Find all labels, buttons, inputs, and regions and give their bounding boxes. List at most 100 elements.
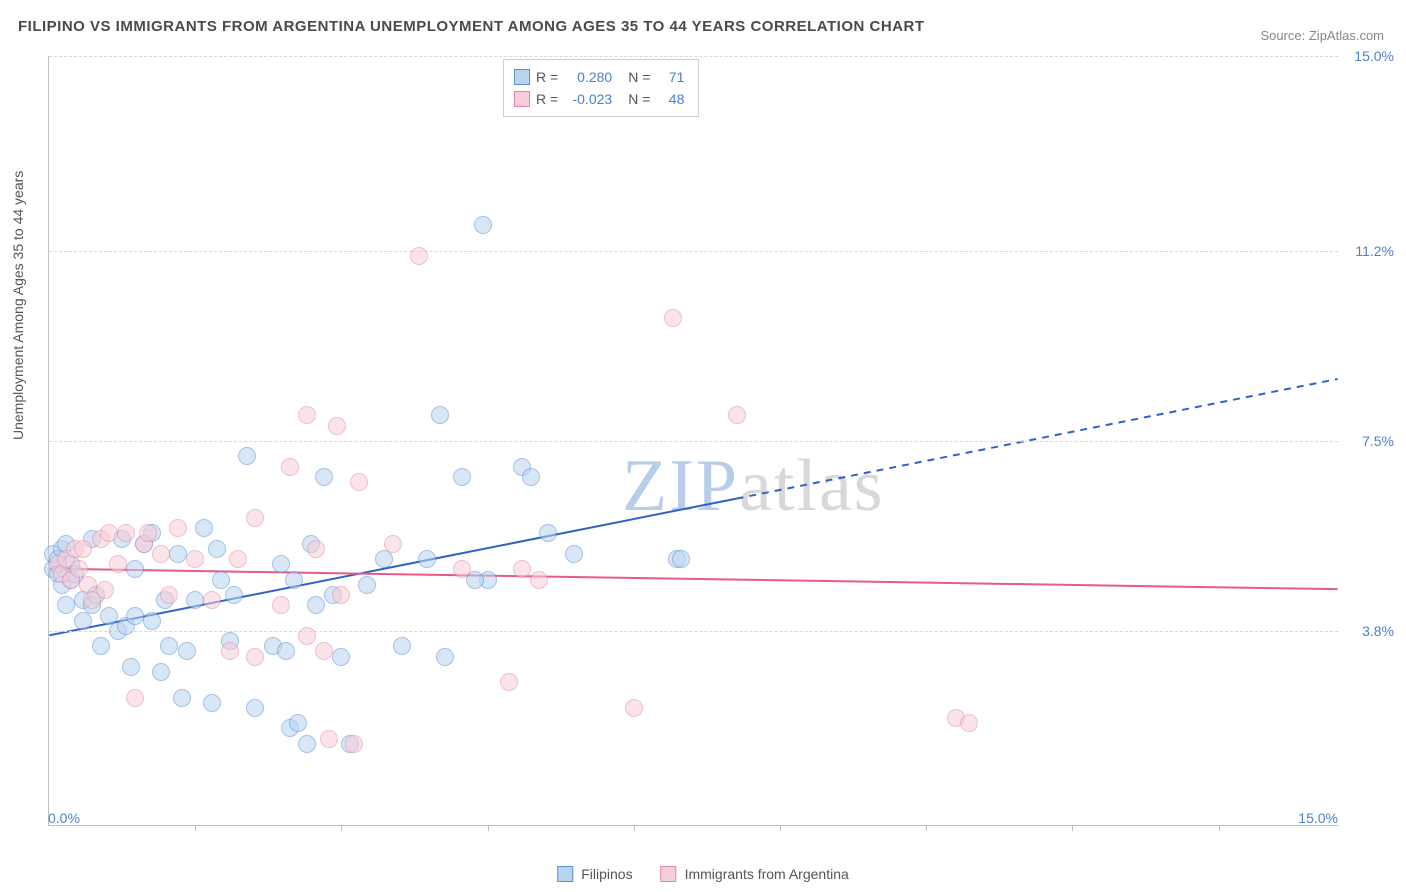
scatter-point xyxy=(178,642,196,660)
stats-r-value: -0.023 xyxy=(564,88,612,110)
scatter-point xyxy=(431,406,449,424)
scatter-point xyxy=(960,714,978,732)
scatter-point xyxy=(74,612,92,630)
scatter-point xyxy=(393,637,411,655)
source-attribution: Source: ZipAtlas.com xyxy=(1260,28,1384,43)
stats-n-label: N = xyxy=(628,66,650,88)
scatter-point xyxy=(117,524,135,542)
scatter-point xyxy=(436,648,454,666)
x-tick xyxy=(1219,825,1220,831)
x-axis-min-label: 0.0% xyxy=(48,810,80,826)
x-tick xyxy=(195,825,196,831)
x-axis-max-label: 15.0% xyxy=(1298,810,1338,826)
stats-swatch xyxy=(514,91,530,107)
scatter-point xyxy=(272,555,290,573)
scatter-point xyxy=(126,560,144,578)
scatter-point xyxy=(384,535,402,553)
scatter-point xyxy=(100,524,118,542)
x-tick xyxy=(1072,825,1073,831)
scatter-point xyxy=(160,637,178,655)
scatter-point xyxy=(285,571,303,589)
x-tick xyxy=(634,825,635,831)
scatter-point xyxy=(186,591,204,609)
stats-n-value: 48 xyxy=(656,88,684,110)
scatter-point xyxy=(410,247,428,265)
scatter-point xyxy=(358,576,376,594)
gridline xyxy=(49,631,1338,632)
scatter-point xyxy=(238,447,256,465)
scatter-point xyxy=(152,545,170,563)
y-tick-label: 11.2% xyxy=(1355,243,1394,259)
gridline xyxy=(49,251,1338,252)
trend-line xyxy=(49,569,1337,590)
y-tick-label: 3.8% xyxy=(1362,623,1394,639)
scatter-point xyxy=(513,560,531,578)
gridline xyxy=(49,441,1338,442)
gridline xyxy=(49,56,1338,57)
scatter-point xyxy=(126,689,144,707)
chart-plot-area: ZIPatlas R =0.280N =71R =-0.023N =48 3.8… xyxy=(48,56,1338,826)
scatter-point xyxy=(229,550,247,568)
scatter-point xyxy=(345,735,363,753)
stats-row: R =0.280N =71 xyxy=(514,66,684,88)
scatter-point xyxy=(672,550,690,568)
legend-swatch xyxy=(661,866,677,882)
scatter-point xyxy=(500,673,518,691)
correlation-stats-box: R = 0.280 N = 71R = -0.023 N = 48 xyxy=(503,59,699,117)
scatter-point xyxy=(289,714,307,732)
scatter-point xyxy=(169,519,187,537)
scatter-point xyxy=(522,468,540,486)
scatter-point xyxy=(225,586,243,604)
scatter-point xyxy=(320,730,338,748)
scatter-point xyxy=(92,637,110,655)
scatter-point xyxy=(186,550,204,568)
scatter-point xyxy=(298,406,316,424)
scatter-point xyxy=(625,699,643,717)
scatter-point xyxy=(246,509,264,527)
scatter-point xyxy=(418,550,436,568)
scatter-point xyxy=(152,663,170,681)
legend: Filipinos Immigrants from Argentina xyxy=(557,866,849,882)
scatter-point xyxy=(203,694,221,712)
scatter-point xyxy=(530,571,548,589)
stats-r-label: R = xyxy=(536,88,558,110)
scatter-point xyxy=(246,648,264,666)
scatter-point xyxy=(143,612,161,630)
x-tick xyxy=(341,825,342,831)
scatter-point xyxy=(332,586,350,604)
scatter-point xyxy=(728,406,746,424)
scatter-point xyxy=(246,699,264,717)
x-tick xyxy=(780,825,781,831)
x-tick xyxy=(926,825,927,831)
scatter-point xyxy=(126,607,144,625)
scatter-point xyxy=(664,309,682,327)
scatter-point xyxy=(281,458,299,476)
trend-line xyxy=(736,379,1337,499)
legend-swatch xyxy=(557,866,573,882)
stats-n-value: 71 xyxy=(656,66,684,88)
scatter-point xyxy=(208,540,226,558)
scatter-point xyxy=(139,524,157,542)
scatter-point xyxy=(74,540,92,558)
scatter-point xyxy=(96,581,114,599)
scatter-point xyxy=(160,586,178,604)
legend-label: Immigrants from Argentina xyxy=(685,866,849,882)
scatter-point xyxy=(195,519,213,537)
scatter-point xyxy=(272,596,290,614)
stats-n-label: N = xyxy=(628,88,650,110)
scatter-point xyxy=(109,555,127,573)
scatter-point xyxy=(298,735,316,753)
legend-label: Filipinos xyxy=(581,866,632,882)
x-tick xyxy=(488,825,489,831)
stats-r-value: 0.280 xyxy=(564,66,612,88)
y-tick-label: 7.5% xyxy=(1362,433,1394,449)
y-tick-label: 15.0% xyxy=(1354,48,1394,64)
scatter-point xyxy=(212,571,230,589)
scatter-point xyxy=(315,468,333,486)
scatter-point xyxy=(315,642,333,660)
scatter-point xyxy=(277,642,295,660)
stats-row: R = -0.023 N = 48 xyxy=(514,88,684,110)
scatter-point xyxy=(350,473,368,491)
chart-title: FILIPINO VS IMMIGRANTS FROM ARGENTINA UN… xyxy=(18,18,925,35)
scatter-point xyxy=(453,468,471,486)
